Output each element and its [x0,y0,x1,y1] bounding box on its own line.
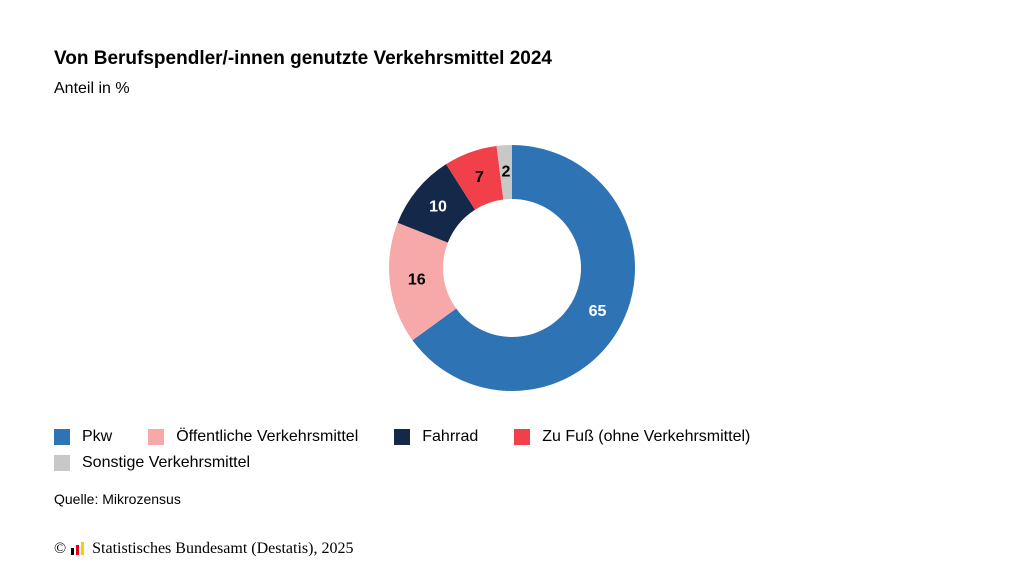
data-label-fahrrad: 10 [429,198,447,215]
legend-swatch-pkw [54,429,70,445]
donut-slice-fahrrad [397,164,476,243]
chart-title: Von Berufspendler/-innen genutzte Verkeh… [54,48,552,69]
legend-item-oepnv: Öffentliche Verkehrsmittel [148,428,358,446]
legend-label-sonstige: Sonstige Verkehrsmittel [82,454,251,471]
source-note: Quelle: Mikrozensus [54,491,181,507]
copyright-text: Statistisches Bundesamt (Destatis), 2025 [92,540,354,557]
donut-slice-oepnv [388,222,457,341]
data-label-oepnv: 16 [408,272,426,289]
legend-row-2: Sonstige Verkehrsmittel [54,450,954,476]
copyright-symbol: © [54,540,67,557]
legend-swatch-oepnv [148,429,165,445]
data-label-sonstige: 2 [502,164,511,181]
legend-item-sonstige: Sonstige Verkehrsmittel [54,454,250,472]
legend-item-zu-fuss: Zu Fuß (ohne Verkehrsmittel) [514,428,750,446]
legend-label-fahrrad: Fahrrad [422,428,479,445]
donut-slice-sonstige [496,145,512,200]
chart-subtitle: Anteil in % [54,80,130,97]
legend-swatch-fahrrad [394,429,411,445]
data-label-zu-fuss: 7 [475,169,484,186]
legend-item-fahrrad: Fahrrad [394,428,478,446]
legend-label-zu-fuss: Zu Fuß (ohne Verkehrsmittel) [542,428,751,445]
data-label-pkw: 65 [589,303,607,320]
legend-label-pkw: Pkw [82,428,113,445]
chart-legend: Pkw Öffentliche Verkehrsmittel Fahrrad Z… [54,424,954,476]
legend-label-oepnv: Öffentliche Verkehrsmittel [176,428,359,445]
destatis-logo-icon [71,542,85,555]
legend-item-pkw: Pkw [54,428,112,446]
legend-row-1: Pkw Öffentliche Verkehrsmittel Fahrrad Z… [54,424,954,450]
donut-slice-zu-fuss [446,145,504,210]
legend-swatch-sonstige [54,455,70,471]
copyright-line: © Statistisches Bundesamt (Destatis), 20… [54,540,353,558]
legend-swatch-zu-fuss [514,429,531,445]
donut-slice-pkw [412,145,635,391]
